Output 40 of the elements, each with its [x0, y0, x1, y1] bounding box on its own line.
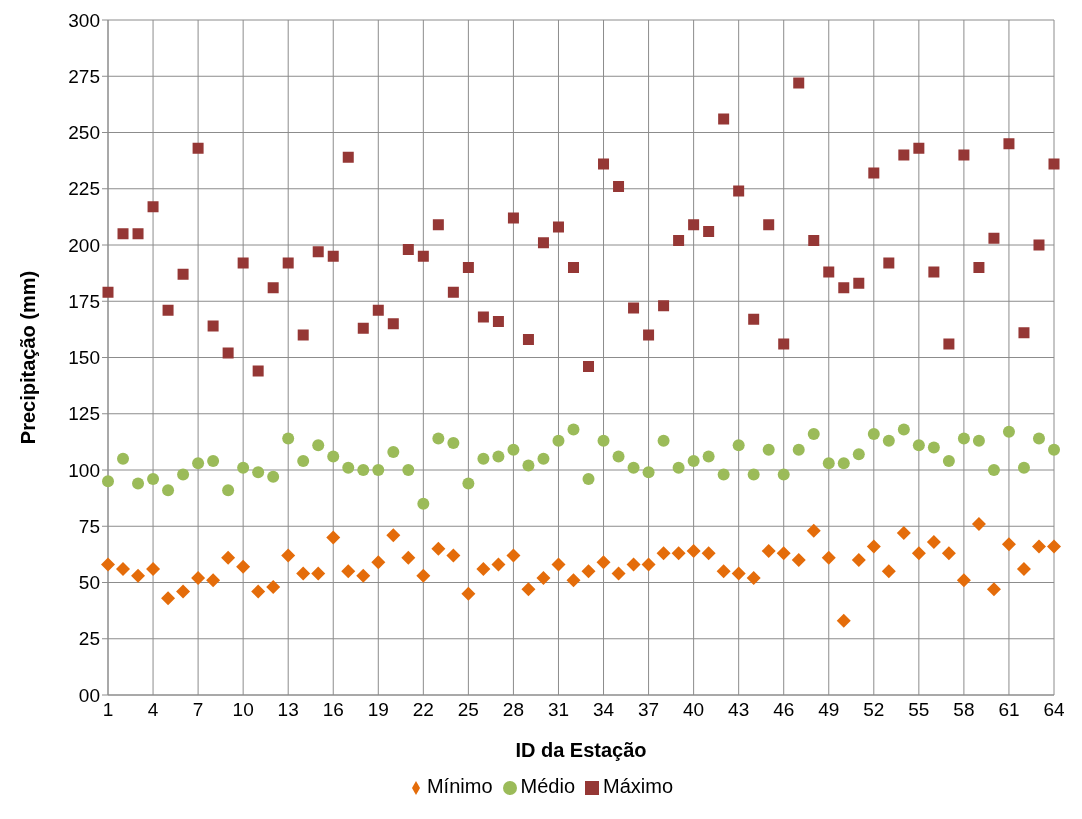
x-tick-label: 7: [192, 699, 204, 721]
x-tick-label: 1: [102, 699, 114, 721]
x-tick-label: 22: [412, 699, 434, 721]
y-tick-label: 150: [68, 347, 100, 369]
x-tick-label: 19: [367, 699, 389, 721]
y-tick-label: 300: [68, 9, 100, 31]
x-tick-label: 10: [232, 699, 254, 721]
x-tick-label: 25: [457, 699, 479, 721]
y-tick-label: 125: [68, 403, 100, 425]
x-tick-label: 34: [592, 699, 615, 721]
y-tick-label: 50: [78, 572, 100, 594]
y-tick-label: 275: [68, 66, 100, 87]
x-axis-title: ID da Estação: [515, 739, 647, 761]
x-tick-label: 55: [908, 699, 930, 721]
x-tick-label: 40: [683, 699, 705, 721]
y-tick-label: 175: [68, 290, 100, 312]
x-tick-label: 61: [998, 699, 1020, 721]
x-tick-label: 28: [502, 699, 524, 721]
x-tick-label: 16: [322, 699, 344, 721]
x-tick-label: 4: [147, 699, 159, 721]
x-tick-label: 58: [953, 699, 975, 721]
y-tick-label: 225: [68, 178, 100, 200]
legend-label: Médio: [520, 775, 576, 797]
legend-label: Mínimo: [426, 775, 493, 797]
y-tick-label: 100: [68, 459, 100, 481]
x-tick-label: 43: [728, 699, 750, 721]
x-tick-label: 13: [277, 699, 299, 721]
y-axis-title: Precipitação (mm): [17, 270, 40, 445]
x-tick-label: 52: [863, 699, 885, 721]
x-tick-label: 49: [818, 699, 840, 721]
y-tick-label: 75: [78, 515, 100, 537]
x-tick-label: 37: [638, 699, 660, 721]
x-tick-label: 64: [1043, 699, 1065, 721]
y-tick-label: 250: [68, 122, 100, 144]
legend-label: Máximo: [603, 775, 674, 797]
y-tick-label: 00: [78, 684, 100, 706]
y-tick-label: 200: [68, 234, 100, 256]
x-tick-label: 46: [773, 699, 795, 721]
y-tick-label: 25: [78, 628, 100, 650]
x-tick-label: 31: [547, 699, 570, 721]
